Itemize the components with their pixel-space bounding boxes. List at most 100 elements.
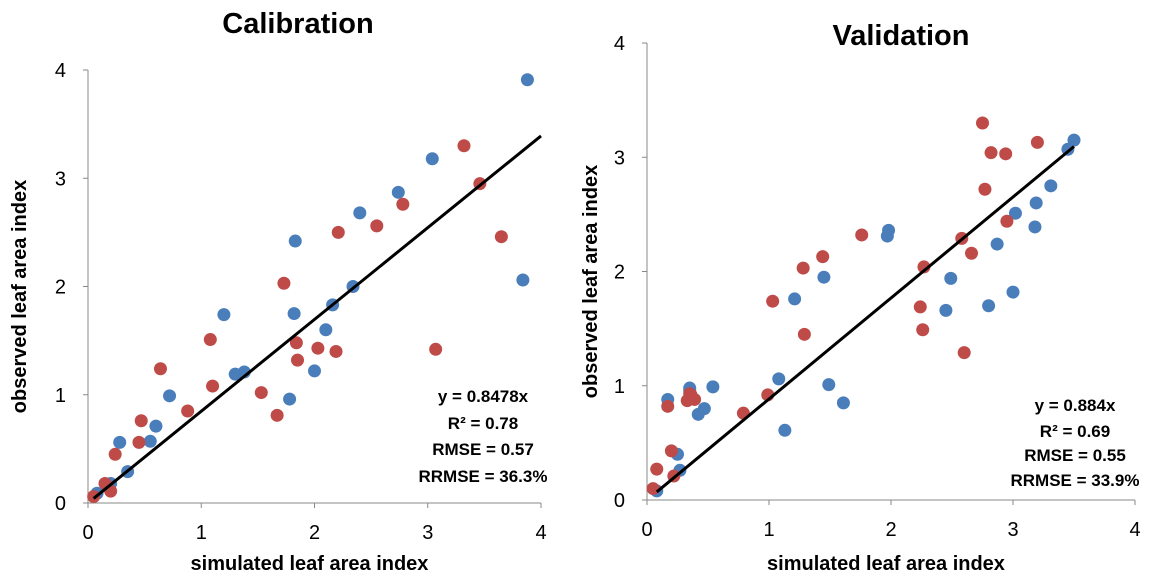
validation-y-tick-label: 2 (614, 262, 625, 284)
calibration-series-1-point (288, 234, 302, 248)
validation-y-tick-label: 1 (614, 376, 625, 398)
calibration-series-1-point (353, 206, 367, 220)
validation-y-tick-label: 4 (614, 33, 625, 55)
validation-y-tick-label: 0 (614, 490, 625, 512)
calibration-series-2-point (153, 362, 167, 376)
validation-series-1-point (1029, 196, 1043, 210)
validation-series-2-point (976, 116, 989, 130)
calibration-series-2-point (311, 341, 325, 355)
calibration-y-tick-label: 4 (55, 60, 66, 82)
calibration-series-1-point (308, 364, 321, 378)
validation-series-1-point (1067, 133, 1081, 147)
calibration-series-2-point (429, 342, 443, 356)
validation-series-1-point (1008, 206, 1022, 220)
validation-series-1-point (1028, 220, 1042, 234)
validation-series-1-point (1006, 285, 1020, 299)
validation-x-tick-label: 3 (1007, 519, 1018, 541)
calibration-stat-annotation: RMSE = 0.57 (432, 440, 534, 459)
calibration-series-1-point (287, 307, 301, 321)
calibration-x-tick-label: 2 (309, 522, 320, 544)
validation-stat-annotation: y = 0.884x (1035, 396, 1116, 415)
calibration-series-2-point (291, 353, 305, 367)
calibration-series-2-point (254, 386, 268, 400)
calibration-y-tick-label: 3 (55, 168, 66, 190)
validation-fit-line (655, 145, 1075, 494)
calibration-series-2-point (206, 379, 220, 393)
validation-series-2-point (916, 323, 930, 337)
validation-series-2-point (978, 182, 992, 196)
calibration-series-1-point (149, 419, 163, 433)
calibration-plot-svg: 0 1 2 3 4 0 1 2 3 4 Calibration simulated leaf area… (9, 8, 548, 575)
calibration-series-1-point (217, 308, 231, 322)
validation-x-axis-label: simulated leaf area index (767, 553, 1005, 575)
calibration-x-axis-label: simulated leaf area index (191, 553, 429, 575)
validation-series-2-point (816, 250, 830, 264)
calibration-stat-annotation: RRMSE = 36.3% (419, 467, 548, 486)
validation-series-1-point (697, 402, 711, 416)
validation-series-1-point (944, 271, 958, 285)
validation-series-2-point (917, 260, 931, 274)
validation-series-1-point (939, 303, 953, 317)
validation-stat-annotation: RMSE = 0.55 (1024, 446, 1126, 465)
calibration-series-1-point (163, 389, 177, 403)
validation-series-2-point (688, 392, 702, 406)
validation-series-1-point (1044, 179, 1058, 193)
calibration-series-2-point (289, 336, 303, 350)
validation-series-2-point (913, 300, 927, 314)
validation-x-tick-label: 0 (641, 519, 652, 541)
calibration-series-2-point (329, 344, 343, 358)
calibration-series-1-point (283, 392, 297, 406)
validation-series-2-point (957, 346, 971, 360)
validation-series-2-point (1000, 214, 1014, 228)
calibration-series-2-point (494, 230, 508, 244)
validation-series-2-point (855, 228, 869, 242)
calibration-series-2-point (396, 197, 410, 211)
calibration-series-2-point (132, 435, 146, 449)
calibration-chart-title: Calibration (222, 8, 373, 40)
validation-series-1-point (882, 223, 896, 237)
validation-series-2-point (664, 444, 678, 458)
validation-series-1-point (990, 237, 1004, 251)
validation-series-2-point (965, 246, 979, 260)
validation-plot-svg: 0 1 2 3 4 0 1 2 3 4 Validation simulated leaf area … (580, 20, 1141, 575)
calibration-x-tick-label: 1 (196, 522, 207, 544)
validation-y-tick-label: 3 (614, 147, 625, 169)
calibration-series-2-point (134, 414, 148, 428)
calibration-series-2-point (370, 219, 384, 233)
calibration-y-axis-label: observed leaf area index (9, 180, 31, 413)
calibration-series-2-point (331, 225, 345, 239)
calibration-series-2-point (181, 404, 195, 418)
validation-series-1-point (817, 270, 831, 284)
calibration-y-tick-label: 2 (55, 277, 66, 299)
calibration-y-tick-label: 1 (55, 385, 66, 407)
calibration-series-1-point (113, 435, 127, 449)
validation-series-2-point (766, 294, 780, 308)
validation-series-2-point (984, 146, 998, 160)
calibration-fit-line (92, 134, 542, 500)
calibration-y-tick-label: 0 (55, 493, 66, 515)
validation-series-1-point (778, 423, 792, 437)
validation-series-2-point (796, 261, 810, 275)
validation-x-tick-label: 2 (885, 519, 896, 541)
validation-series-1-point (822, 378, 836, 392)
calibration-series-2-point (203, 333, 217, 347)
calibration-x-tick-label: 4 (535, 522, 546, 544)
validation-series-1-point (788, 292, 802, 306)
validation-series-2-point (1030, 135, 1044, 149)
validation-series-2-point (797, 327, 811, 341)
calibration-stat-annotation: R² = 0.78 (448, 414, 518, 433)
calibration-series-1-point (516, 273, 530, 287)
calibration-series-1-point (391, 185, 405, 199)
calibration-series-1-point (319, 323, 333, 337)
calibration-series-1-point (520, 73, 534, 87)
validation-y-axis-label: observed leaf area index (580, 165, 602, 398)
validation-stat-annotation: RRMSE = 33.9% (1011, 471, 1140, 490)
calibration-stat-annotation: y = 0.8478x (438, 387, 529, 406)
calibration-x-tick-label: 0 (82, 522, 93, 544)
validation-series-1-point (706, 380, 720, 394)
calibration-series-2-point (270, 408, 284, 422)
validation-series-1-point (772, 372, 786, 386)
validation-chart: 0 1 2 3 4 0 1 2 3 4 Validation simulated leaf area … (575, 0, 1149, 578)
calibration-series-2-point (457, 139, 471, 153)
validation-series-2-point (650, 462, 664, 476)
